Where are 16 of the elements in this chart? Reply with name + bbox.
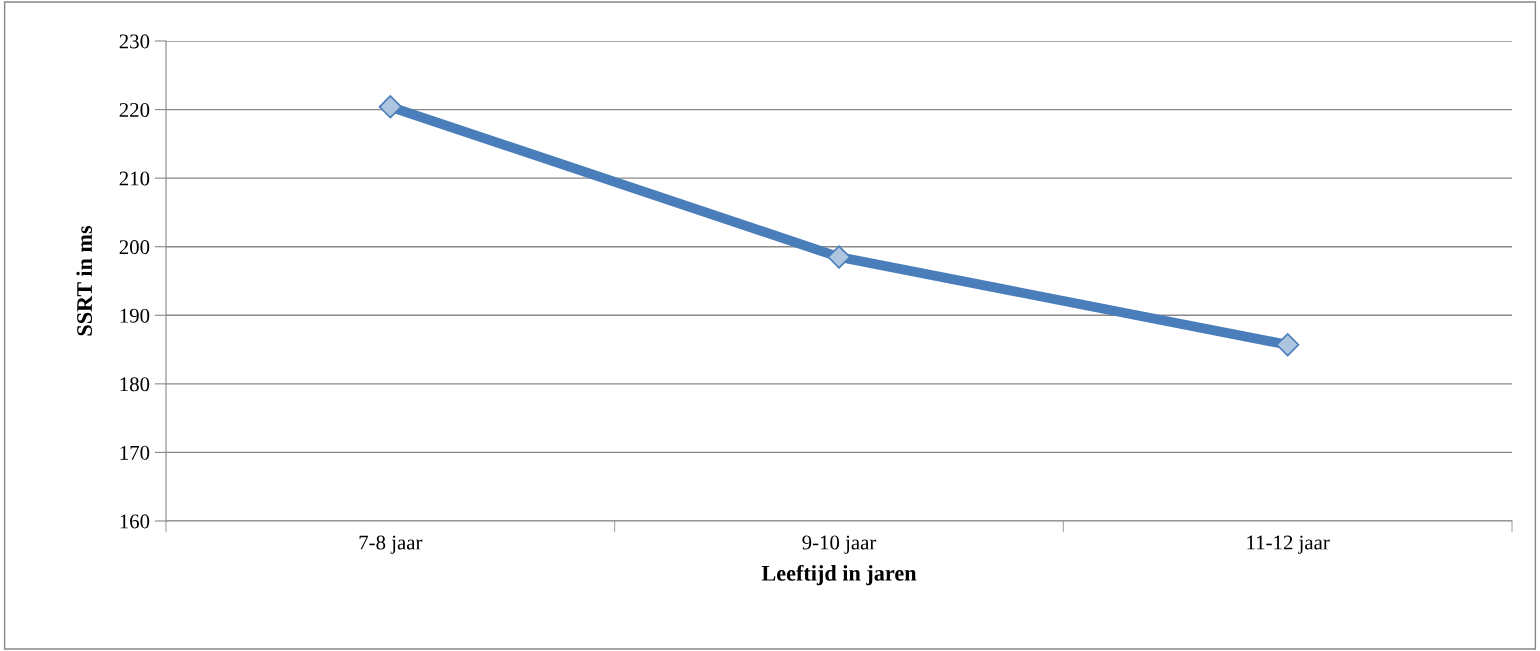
x-axis-title: Leeftijd in jaren [761, 564, 917, 586]
point [1276, 333, 1300, 357]
x-tick-label: 11-12 jaar [1247, 535, 1330, 554]
x-tick-label: 9-10 jaar [802, 535, 877, 554]
y-tick-label: 230 [119, 34, 150, 49]
y-tick-label: 180 [120, 377, 150, 392]
point [827, 245, 851, 269]
point [378, 95, 402, 119]
y-tick-label: 210 [119, 171, 150, 186]
y-tick-label: 170 [120, 445, 150, 460]
y-axis-title: SSRT in ms [76, 225, 93, 336]
x-tick-label: 7-8 jaar [359, 535, 423, 554]
y-tick-label: 220 [119, 102, 150, 117]
y-tick-label: 160 [120, 514, 150, 529]
y-tick-label: 190 [120, 308, 150, 323]
y-tick-label: 200 [119, 240, 150, 255]
